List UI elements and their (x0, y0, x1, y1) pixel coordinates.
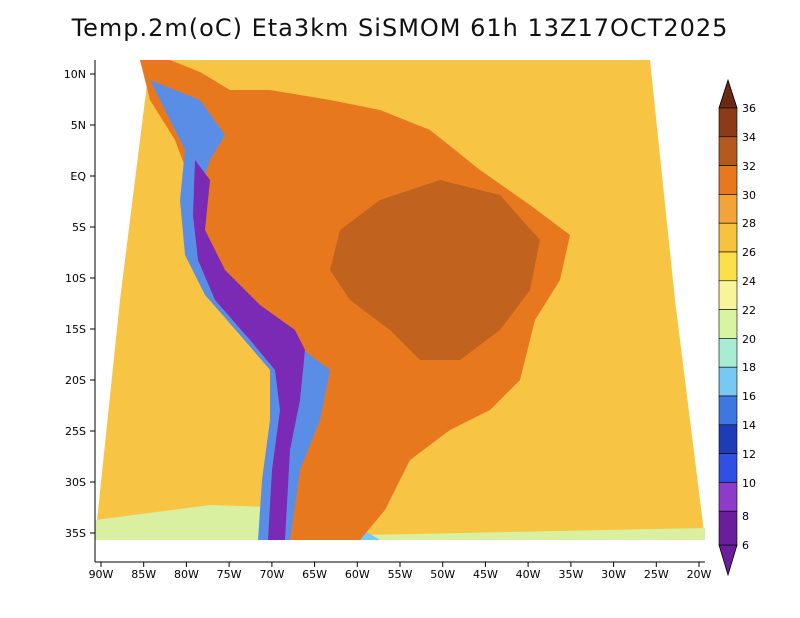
lat-label: EQ (70, 170, 86, 183)
colorbar-top-arrow (718, 78, 738, 109)
lon-label: 60W (345, 568, 370, 581)
lon-label: 55W (388, 568, 413, 581)
lon-tick: 35W (558, 562, 583, 581)
colorbar-cell (718, 136, 738, 166)
lat-tick: 25S (65, 425, 95, 438)
colorbar-cell (718, 280, 738, 310)
lat-tick: 10N (64, 68, 95, 81)
lon-tick: 20W (687, 562, 712, 581)
lon-label: 75W (217, 568, 242, 581)
lon-label: 85W (131, 568, 156, 581)
lat-tick: 15S (65, 323, 95, 336)
lon-tick: 45W (473, 562, 498, 581)
lat-tick: EQ (70, 170, 95, 183)
lon-tick: 30W (601, 562, 626, 581)
lon-tick: 75W (217, 562, 242, 581)
colorbar-cell (718, 251, 738, 282)
lat-label: 25S (65, 425, 86, 438)
lon-label: 35W (558, 568, 583, 581)
colorbar-cell (718, 165, 738, 195)
hot-interior (330, 180, 540, 360)
lat-label: 5S (72, 221, 86, 234)
colorbar-label: 20 (742, 333, 756, 346)
southern-cool-band (95, 505, 705, 540)
lon-label: 50W (430, 568, 455, 581)
lon-tick: 25W (644, 562, 669, 581)
colorbar-label: 26 (742, 246, 756, 259)
colorbar-cell (718, 309, 738, 339)
colorbar-cell (718, 222, 738, 253)
lon-tick: 60W (345, 562, 370, 581)
colorbar-label: 16 (742, 390, 756, 403)
lon-tick: 80W (174, 562, 199, 581)
lon-label: 70W (259, 568, 284, 581)
colorbar-cell (718, 366, 738, 397)
lon-tick: 65W (302, 562, 327, 581)
lon-tick: 70W (259, 562, 284, 581)
colorbar: 36 34 32 30 28 26 24 22 20 18 16 14 12 1… (718, 78, 756, 577)
colorbar-label: 12 (742, 448, 756, 461)
lat-tick: 10S (65, 272, 95, 285)
colorbar-label: 10 (742, 477, 756, 490)
colorbar-label: 30 (742, 189, 756, 202)
colorbar-cell (718, 395, 738, 426)
colorbar-cell (718, 482, 738, 512)
lat-label: 20S (65, 374, 86, 387)
colorbar-label: 28 (742, 217, 756, 230)
lon-tick: 55W (388, 562, 413, 581)
map-title: Temp.2m(oC) Eta3km SiSMOM 61h 13Z17OCT20… (71, 14, 729, 42)
lat-tick: 35S (65, 527, 95, 540)
lon-label: 80W (174, 568, 199, 581)
lat-tick: 5S (72, 221, 95, 234)
colorbar-cell (718, 424, 738, 454)
colorbar-cell (718, 453, 738, 483)
lon-tick: 85W (131, 562, 156, 581)
lat-label: 5N (71, 119, 86, 132)
lon-label: 20W (687, 568, 712, 581)
colorbar-label: 18 (742, 361, 756, 374)
lat-tick: 20S (65, 374, 95, 387)
colorbar-cell (718, 510, 738, 546)
lon-label: 40W (516, 568, 541, 581)
colorbar-label: 32 (742, 160, 756, 173)
lon-label: 25W (644, 568, 669, 581)
lat-label: 35S (65, 527, 86, 540)
colorbar-cell (718, 194, 738, 224)
colorbar-label: 14 (742, 419, 756, 432)
colorbar-label: 22 (742, 304, 756, 317)
lon-tick: 90W (89, 562, 114, 581)
lon-tick: 50W (430, 562, 455, 581)
lat-label: 15S (65, 323, 86, 336)
lat-label: 10S (65, 272, 86, 285)
lat-label: 30S (65, 476, 86, 489)
colorbar-label: 34 (742, 131, 756, 144)
lat-label: 10N (64, 68, 86, 81)
lon-label: 45W (473, 568, 498, 581)
latitude-axis: 10N 5N EQ 5S 10S 15S 20S 25S (64, 68, 95, 540)
colorbar-cell (718, 107, 738, 138)
andes-purple (193, 160, 305, 540)
colorbar-cell (718, 338, 738, 368)
colorbar-label: 6 (742, 539, 749, 552)
lon-label: 65W (302, 568, 327, 581)
longitude-axis: 90W 85W 80W 75W 70W 65W 60W 55W 50W 45W … (89, 562, 712, 581)
lat-tick: 30S (65, 476, 95, 489)
colorbar-label: 36 (742, 102, 756, 115)
lon-label: 90W (89, 568, 114, 581)
lat-tick: 5N (71, 119, 95, 132)
lon-tick: 40W (516, 562, 541, 581)
colorbar-bottom-arrow (718, 544, 738, 577)
colorbar-label: 24 (742, 275, 756, 288)
colorbar-label: 8 (742, 510, 749, 523)
lon-label: 30W (601, 568, 626, 581)
